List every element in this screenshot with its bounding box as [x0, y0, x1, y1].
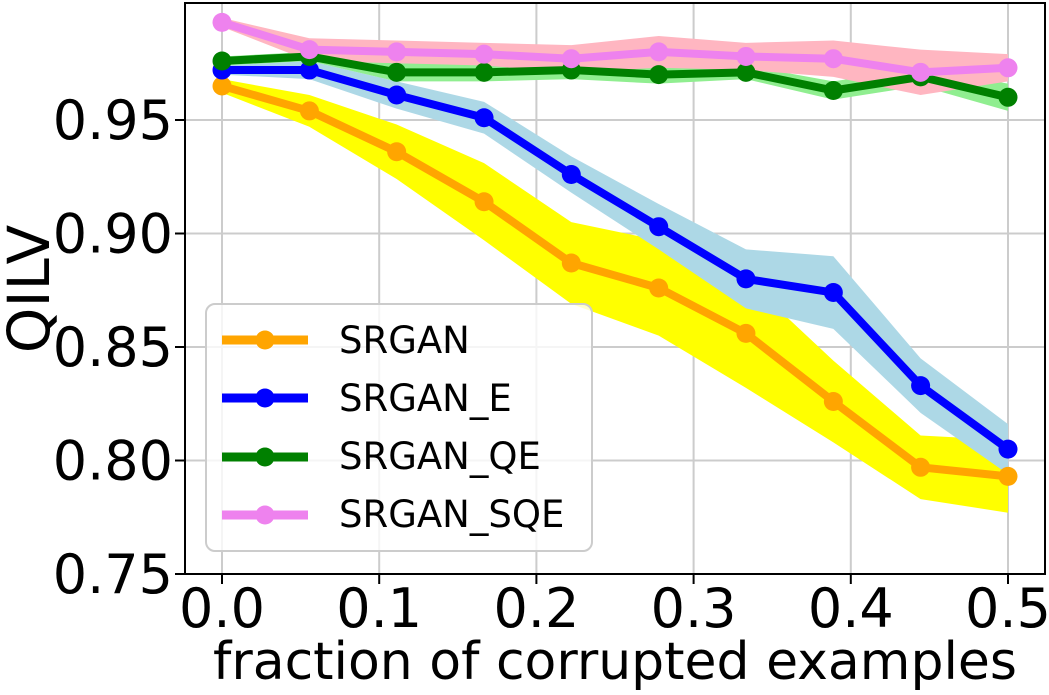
- marker-srgan: [387, 142, 407, 162]
- marker-srgan: [736, 323, 756, 343]
- line-srgan-qe: [218, 52, 1012, 102]
- marker-srgan-qe: [649, 65, 669, 85]
- y-tick-label: 0.75: [53, 543, 173, 606]
- marker-srgan-sqe: [212, 12, 232, 32]
- marker-srgan-sqe: [387, 42, 407, 62]
- marker-srgan-sqe: [649, 42, 669, 62]
- axis-ticks: [175, 119, 1009, 584]
- y-tick-label: 0.85: [53, 316, 173, 379]
- legend-label: SRGAN_E: [339, 376, 512, 420]
- marker-srgan: [474, 192, 494, 212]
- x-tick-label: 0.4: [808, 577, 894, 640]
- series-lines: [212, 12, 1018, 486]
- legend-box: SRGAN SRGAN_E SRGAN_QE SRGAN_SQE: [205, 303, 593, 552]
- marker-srgan-qe: [387, 62, 407, 82]
- legend-label: SRGAN_SQE: [339, 493, 565, 537]
- plot-spines: [184, 2, 1046, 575]
- marker-srgan-e: [911, 376, 931, 396]
- marker-srgan-sqe: [474, 44, 494, 64]
- marker-srgan: [998, 466, 1018, 486]
- legend-marker: [255, 447, 275, 467]
- marker-srgan-qe: [474, 62, 494, 82]
- marker-srgan: [649, 278, 669, 298]
- y-axis-label: QILV: [0, 224, 64, 353]
- y-tick-label: 0.80: [53, 430, 173, 493]
- y-tick-label: 0.95: [53, 89, 173, 152]
- marker-srgan: [212, 76, 232, 96]
- tick-labels: 0.0 0.1 0.2 0.3 0.4 0.5 0.75 0.80 0.85 0.90 0.95: [53, 89, 1049, 640]
- marker-srgan: [823, 391, 843, 411]
- legend-item-srgan-qe: SRGAN_QE: [207, 438, 591, 475]
- x-tick-label: 0.0: [179, 577, 265, 640]
- x-tick-label: 0.1: [336, 577, 422, 640]
- marker-srgan: [561, 253, 581, 273]
- marker-srgan-e: [561, 164, 581, 184]
- marker-srgan-sqe: [736, 46, 756, 66]
- line-srgan-e: [218, 66, 1012, 454]
- marker-srgan-sqe: [561, 49, 581, 69]
- marker-srgan: [911, 457, 931, 477]
- legend-marker: [255, 505, 275, 525]
- x-tick-label: 0.2: [493, 577, 579, 640]
- x-tick-label: 0.3: [651, 577, 737, 640]
- legend-line-sample: [222, 447, 308, 467]
- legend-label: SRGAN_QE: [339, 435, 541, 479]
- line-srgan-sqe: [218, 18, 1012, 77]
- marker-srgan-sqe: [998, 58, 1018, 78]
- line-srgan: [218, 81, 1012, 481]
- y-axis-label-wrap: QILV: [0, 3, 64, 574]
- y-tick-label: 0.90: [53, 203, 173, 266]
- legend-marker: [255, 388, 275, 408]
- legend-marker: [255, 330, 275, 350]
- legend-item-srgan-sqe: SRGAN_SQE: [207, 496, 591, 533]
- marker-srgan-sqe: [823, 49, 843, 69]
- marker-srgan-e: [998, 439, 1018, 459]
- x-axis-label: fraction of corrupted examples: [213, 632, 1017, 692]
- marker-srgan-e: [299, 60, 319, 80]
- x-tick-label: 0.5: [965, 577, 1049, 640]
- marker-srgan-qe: [212, 51, 232, 71]
- legend-label: SRGAN: [339, 318, 470, 362]
- band-srgan: [222, 79, 1008, 513]
- legend-item-srgan-e: SRGAN_E: [207, 380, 591, 417]
- marker-srgan: [299, 101, 319, 121]
- band-srgan-qe: [222, 51, 1008, 111]
- legend-line-sample: [222, 330, 308, 350]
- marker-srgan-qe: [823, 80, 843, 100]
- marker-srgan-e: [823, 283, 843, 303]
- marker-srgan-e: [474, 108, 494, 128]
- legend-item-srgan: SRGAN: [207, 322, 591, 359]
- marker-srgan-e: [387, 85, 407, 105]
- marker-srgan-e: [649, 217, 669, 237]
- marker-srgan-qe: [998, 87, 1018, 107]
- marker-srgan-e: [736, 269, 756, 289]
- marker-srgan-qe: [736, 62, 756, 82]
- marker-srgan-sqe: [299, 40, 319, 60]
- legend-line-sample: [222, 505, 308, 525]
- legend-line-sample: [222, 388, 308, 408]
- marker-srgan-sqe: [911, 62, 931, 82]
